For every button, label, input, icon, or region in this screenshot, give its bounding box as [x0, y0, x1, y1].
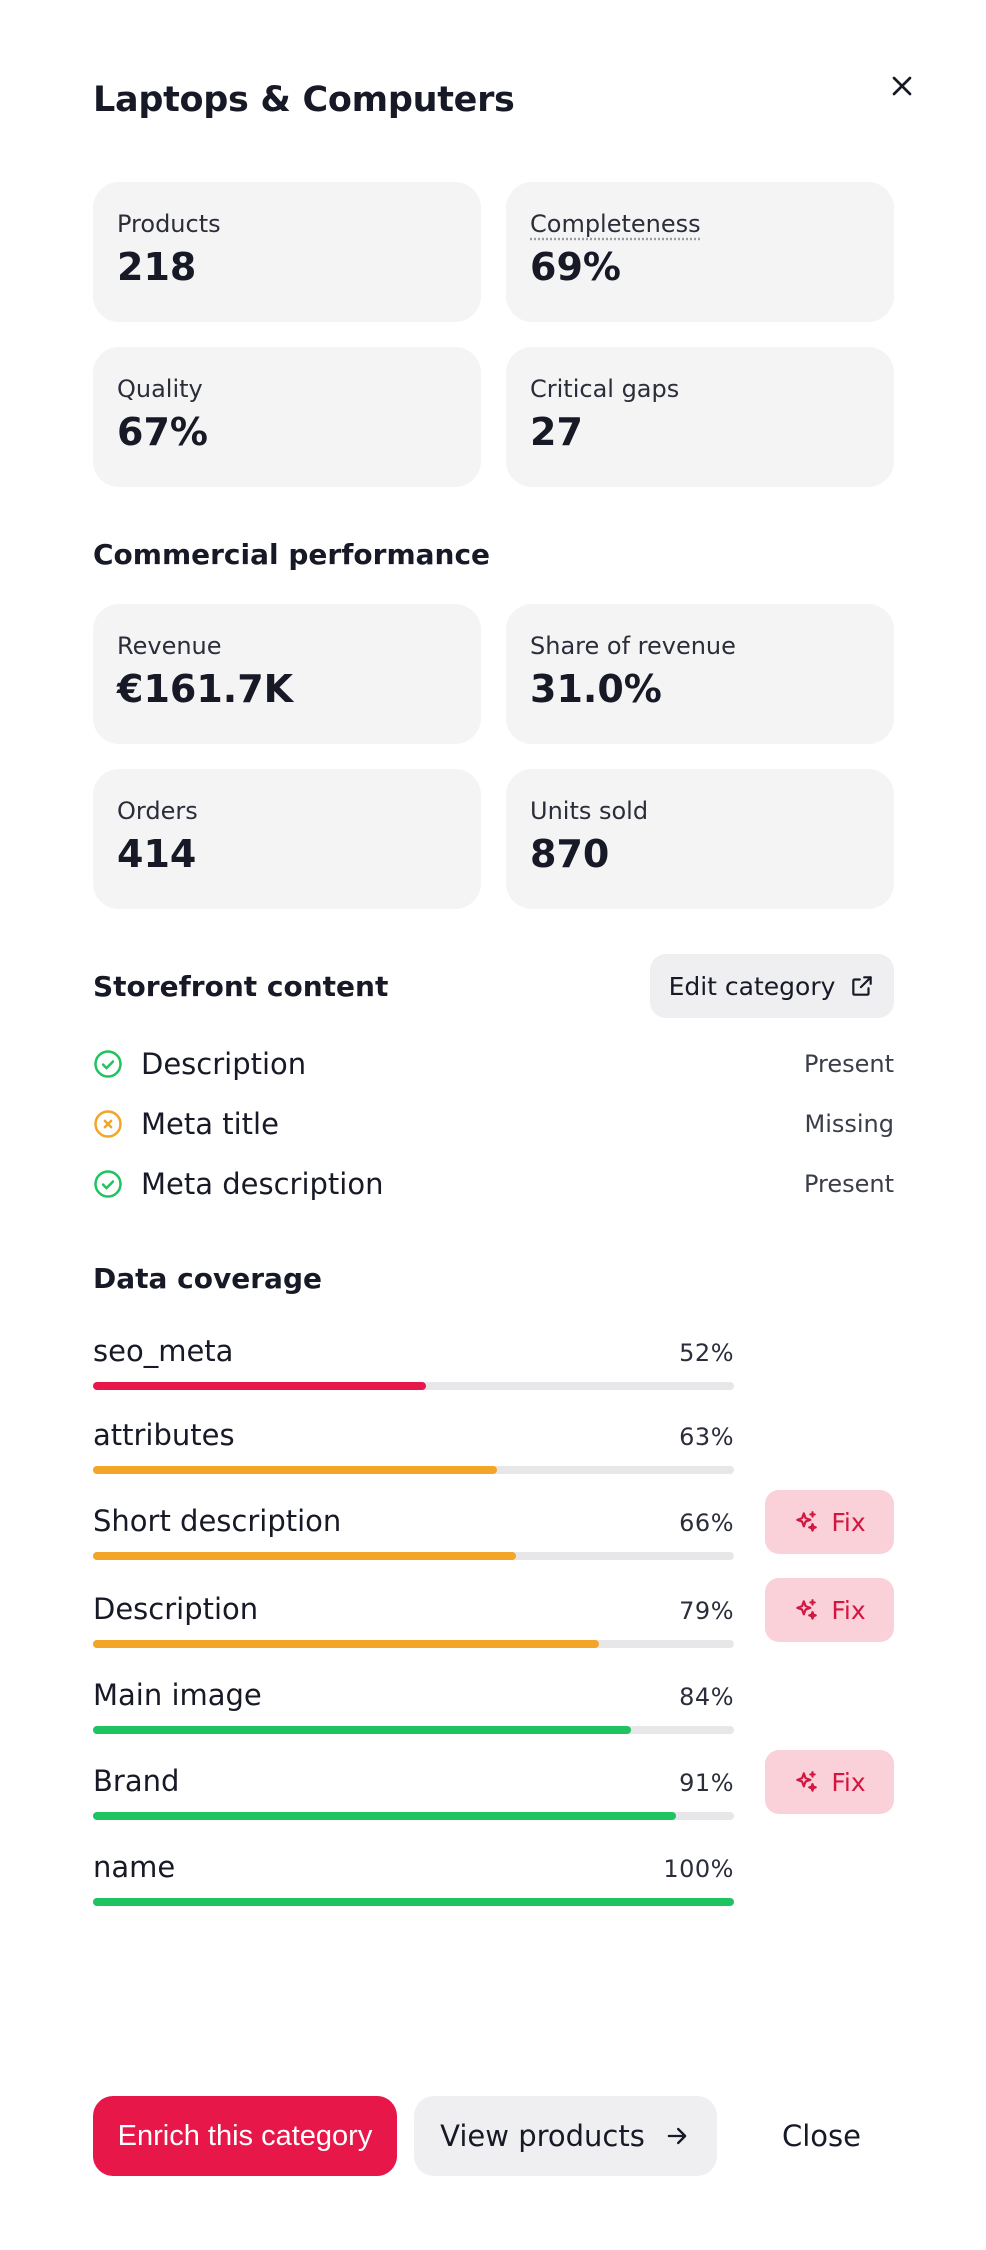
coverage-percent: 52%	[679, 1339, 734, 1367]
stat-card-share-of-revenue: Share of revenue 31.0%	[506, 604, 894, 744]
edit-category-button[interactable]: Edit category	[650, 954, 894, 1018]
stat-value: 27	[530, 410, 583, 454]
stat-value: 414	[117, 832, 197, 876]
coverage-percent: 66%	[679, 1509, 734, 1537]
storefront-item-label: Meta description	[141, 1167, 384, 1201]
stat-value: €161.7K	[117, 667, 294, 711]
external-link-icon	[852, 976, 873, 996]
coverage-row: Main image 84%	[93, 1678, 894, 1742]
coverage-row: seo_meta 52%	[93, 1334, 894, 1398]
fix-button[interactable]: Fix	[765, 1578, 894, 1642]
coverage-percent: 63%	[679, 1423, 734, 1451]
stat-card-completeness: Completeness 69%	[506, 182, 894, 322]
coverage-row: attributes 63%	[93, 1418, 894, 1482]
storefront-item-description: Description Present	[93, 1044, 894, 1084]
stat-card-critical-gaps: Critical gaps 27	[506, 347, 894, 487]
coverage-bar-fill	[93, 1726, 632, 1734]
stat-value: 69%	[530, 245, 621, 289]
storefront-item-label: Description	[141, 1047, 307, 1081]
stat-label: Products	[117, 210, 221, 238]
sparkles-icon	[796, 1511, 818, 1532]
coverage-percent: 100%	[663, 1855, 734, 1883]
coverage-heading: Data coverage	[93, 1262, 322, 1295]
coverage-bar-track	[93, 1466, 734, 1474]
close-button[interactable]: Close	[782, 2119, 861, 2153]
footer-actions: Enrich this category View products Close	[93, 2096, 909, 2176]
sparkles-icon	[796, 1771, 818, 1792]
stat-value: 31.0%	[530, 667, 662, 711]
view-products-button[interactable]: View products	[414, 2096, 717, 2176]
edit-category-label: Edit category	[668, 971, 836, 1001]
check-circle-icon	[94, 1050, 122, 1078]
view-products-label: View products	[440, 2119, 645, 2153]
coverage-row: Brand 91% Fix	[93, 1750, 894, 1828]
coverage-bar-track	[93, 1640, 734, 1648]
stat-label: Quality	[117, 375, 203, 403]
stat-label: Share of revenue	[530, 632, 736, 660]
coverage-field-name: attributes	[93, 1418, 235, 1452]
stat-card-products: Products 218	[93, 182, 481, 322]
arrow-right-icon	[667, 2127, 687, 2145]
coverage-field-name: Description	[93, 1592, 259, 1626]
x-circle-icon	[94, 1110, 122, 1138]
coverage-field-name: name	[93, 1850, 176, 1884]
page-title: Laptops & Computers	[93, 80, 515, 120]
storefront-item-status: Present	[803, 1050, 894, 1078]
storefront-item-label: Meta title	[141, 1107, 279, 1141]
coverage-bar-track	[93, 1898, 734, 1906]
storefront-item-status: Present	[803, 1170, 894, 1198]
coverage-bar-track	[93, 1726, 734, 1734]
stat-card-revenue: Revenue €161.7K	[93, 604, 481, 744]
coverage-percent: 91%	[679, 1769, 734, 1797]
stat-label: Critical gaps	[530, 375, 680, 403]
stat-label: Revenue	[117, 632, 222, 660]
storefront-item-meta-description: Meta description Present	[93, 1164, 894, 1204]
stat-label[interactable]: Completeness	[530, 210, 701, 238]
coverage-row: Description 79% Fix	[93, 1578, 894, 1656]
coverage-bar-track	[93, 1552, 734, 1560]
storefront-item-meta-title: Meta title Missing	[93, 1104, 894, 1144]
coverage-field-name: seo_meta	[93, 1334, 234, 1368]
coverage-bar-fill	[93, 1382, 427, 1390]
coverage-bar-fill	[93, 1640, 600, 1648]
sparkles-icon	[796, 1599, 818, 1620]
stat-card-orders: Orders 414	[93, 769, 481, 909]
storefront-heading: Storefront content	[93, 970, 389, 1003]
commercial-heading: Commercial performance	[93, 538, 491, 571]
coverage-bar-fill	[93, 1552, 517, 1560]
fix-label: Fix	[831, 1767, 866, 1797]
fix-label: Fix	[831, 1507, 866, 1537]
coverage-field-name: Main image	[93, 1678, 262, 1712]
check-circle-icon	[94, 1170, 122, 1198]
fix-button[interactable]: Fix	[765, 1490, 894, 1554]
coverage-bar-track	[93, 1812, 734, 1820]
stat-value: 67%	[117, 410, 208, 454]
fix-button[interactable]: Fix	[765, 1750, 894, 1814]
coverage-bar-fill	[93, 1812, 677, 1820]
stat-label: Units sold	[530, 797, 649, 825]
coverage-field-name: Short description	[93, 1504, 342, 1538]
stat-value: 870	[530, 832, 610, 876]
stat-label: Orders	[117, 797, 198, 825]
stat-card-quality: Quality 67%	[93, 347, 481, 487]
coverage-field-name: Brand	[93, 1764, 180, 1798]
storefront-item-status: Missing	[804, 1110, 895, 1138]
enrich-category-button[interactable]: Enrich this category	[93, 2096, 397, 2176]
coverage-percent: 84%	[679, 1683, 734, 1711]
coverage-bar-fill	[93, 1466, 497, 1474]
stat-value: 218	[117, 245, 197, 289]
coverage-percent: 79%	[679, 1597, 734, 1625]
stat-card-units-sold: Units sold 870	[506, 769, 894, 909]
fix-label: Fix	[831, 1595, 866, 1625]
coverage-bar-track	[93, 1382, 734, 1390]
coverage-row: Short description 66% Fix	[93, 1490, 894, 1568]
commercial-cards: Revenue €161.7K Share of revenue 31.0% O…	[93, 604, 894, 909]
coverage-row: name 100%	[93, 1850, 894, 1914]
summary-cards: Products 218 Completeness 69% Quality 67…	[93, 182, 894, 487]
coverage-bar-fill	[93, 1898, 734, 1906]
close-icon[interactable]	[886, 70, 918, 102]
